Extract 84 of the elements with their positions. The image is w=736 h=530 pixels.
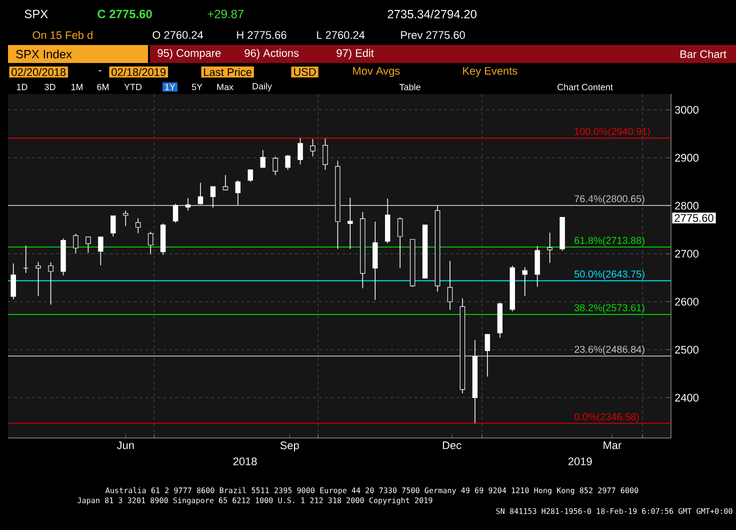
candlestick [447,260,453,310]
y-tick-label: 2700 [675,250,698,258]
candlestick [86,236,91,254]
candlestick [534,246,540,288]
candlestick [10,262,16,300]
text: 96) Actions [244,48,299,60]
text: 5Y [192,84,202,90]
candlestick [148,231,154,255]
text: +29.87 [208,10,244,18]
text: Key Events [463,67,518,77]
x-tick-label: Sep [280,442,299,452]
candlestick [484,333,490,377]
candlestick [73,233,78,254]
candlestick [348,197,353,250]
candlestick [298,138,303,165]
text: H 2775.66 [237,31,286,39]
chart-title: SPX Index [16,50,72,58]
text: Last Price [204,68,252,76]
x-tick-label: Dec [442,442,462,450]
candlestick [98,236,104,266]
y-tick-label: 2600 [675,298,698,306]
x2-tick-label: 2019 [568,458,592,466]
text: 1Y [165,84,176,90]
text: Bar Chart [680,50,726,58]
x2-tick-label: 2018 [233,458,257,466]
text: 2775.60 [674,214,714,222]
y-tick-label: 2900 [675,154,698,162]
text: 02/18/2019 [112,68,166,76]
candlestick [310,138,316,157]
ref-line-label: 50.0%(2643.75) [574,270,644,280]
text: 6M [97,84,108,90]
candlestick [522,266,528,296]
ref-line-label: 0.0%(2346.58) [574,412,639,422]
text: USD [294,68,316,76]
candlestick [322,138,328,170]
candlestick [185,198,191,211]
y-tick-label: 2800 [675,202,698,210]
text: Table [399,84,420,90]
candlestick [260,150,266,168]
text: Prev 2775.60 [401,31,465,39]
ref-line-label: 23.6%(2486.84) [574,346,644,355]
text: L 2760.24 [317,31,365,39]
candlestick [135,218,141,234]
candlestick [198,182,204,205]
text: 95) Compare [158,48,221,60]
ref-line-label: 61.8%(2713.88) [574,236,644,246]
ref-line-label: 76.4%(2800.65) [574,194,644,204]
text: 3D [44,84,56,90]
text: Chart Content [558,84,613,90]
text: YTD [124,84,142,90]
candlestick [285,154,290,170]
candlestick [235,180,241,206]
ref-line-label: 100.0%(2940.91) [574,128,650,137]
candlestick [123,210,128,226]
candlestick [23,245,28,274]
text: On 15 Feb d [32,30,92,40]
text: Mov Avgs [353,67,400,77]
candlestick [110,215,116,237]
text: Daily [252,82,272,92]
candlestick [272,156,278,176]
candlestick [172,203,178,223]
y-tick-label: 3000 [674,106,698,114]
text: O 2760.24 [152,31,204,39]
text: 02/20/2018 [12,68,66,76]
candlestick [36,262,41,296]
ref-line-label: 38.2%(2573.61) [574,304,644,314]
text: SPX [24,10,48,18]
text: 1M [71,84,82,90]
text: 1D [16,84,28,90]
candlestick [547,232,552,264]
text: - [98,70,102,72]
x-tick-label: Mar [604,442,622,450]
y-tick-label: 2400 [675,394,698,402]
text: 97) Edit [336,48,374,60]
candlestick [397,216,403,269]
x-tick-label: Jun [116,442,134,450]
candlestick [48,262,54,306]
candlestick [222,174,228,191]
y-tick-label: 2500 [675,346,698,354]
text: Max [217,84,234,90]
text: C 2775.60 [98,10,152,18]
text: 2735.34/2794.20 [388,10,476,18]
candlestick [248,168,254,182]
candlestick [210,186,216,208]
